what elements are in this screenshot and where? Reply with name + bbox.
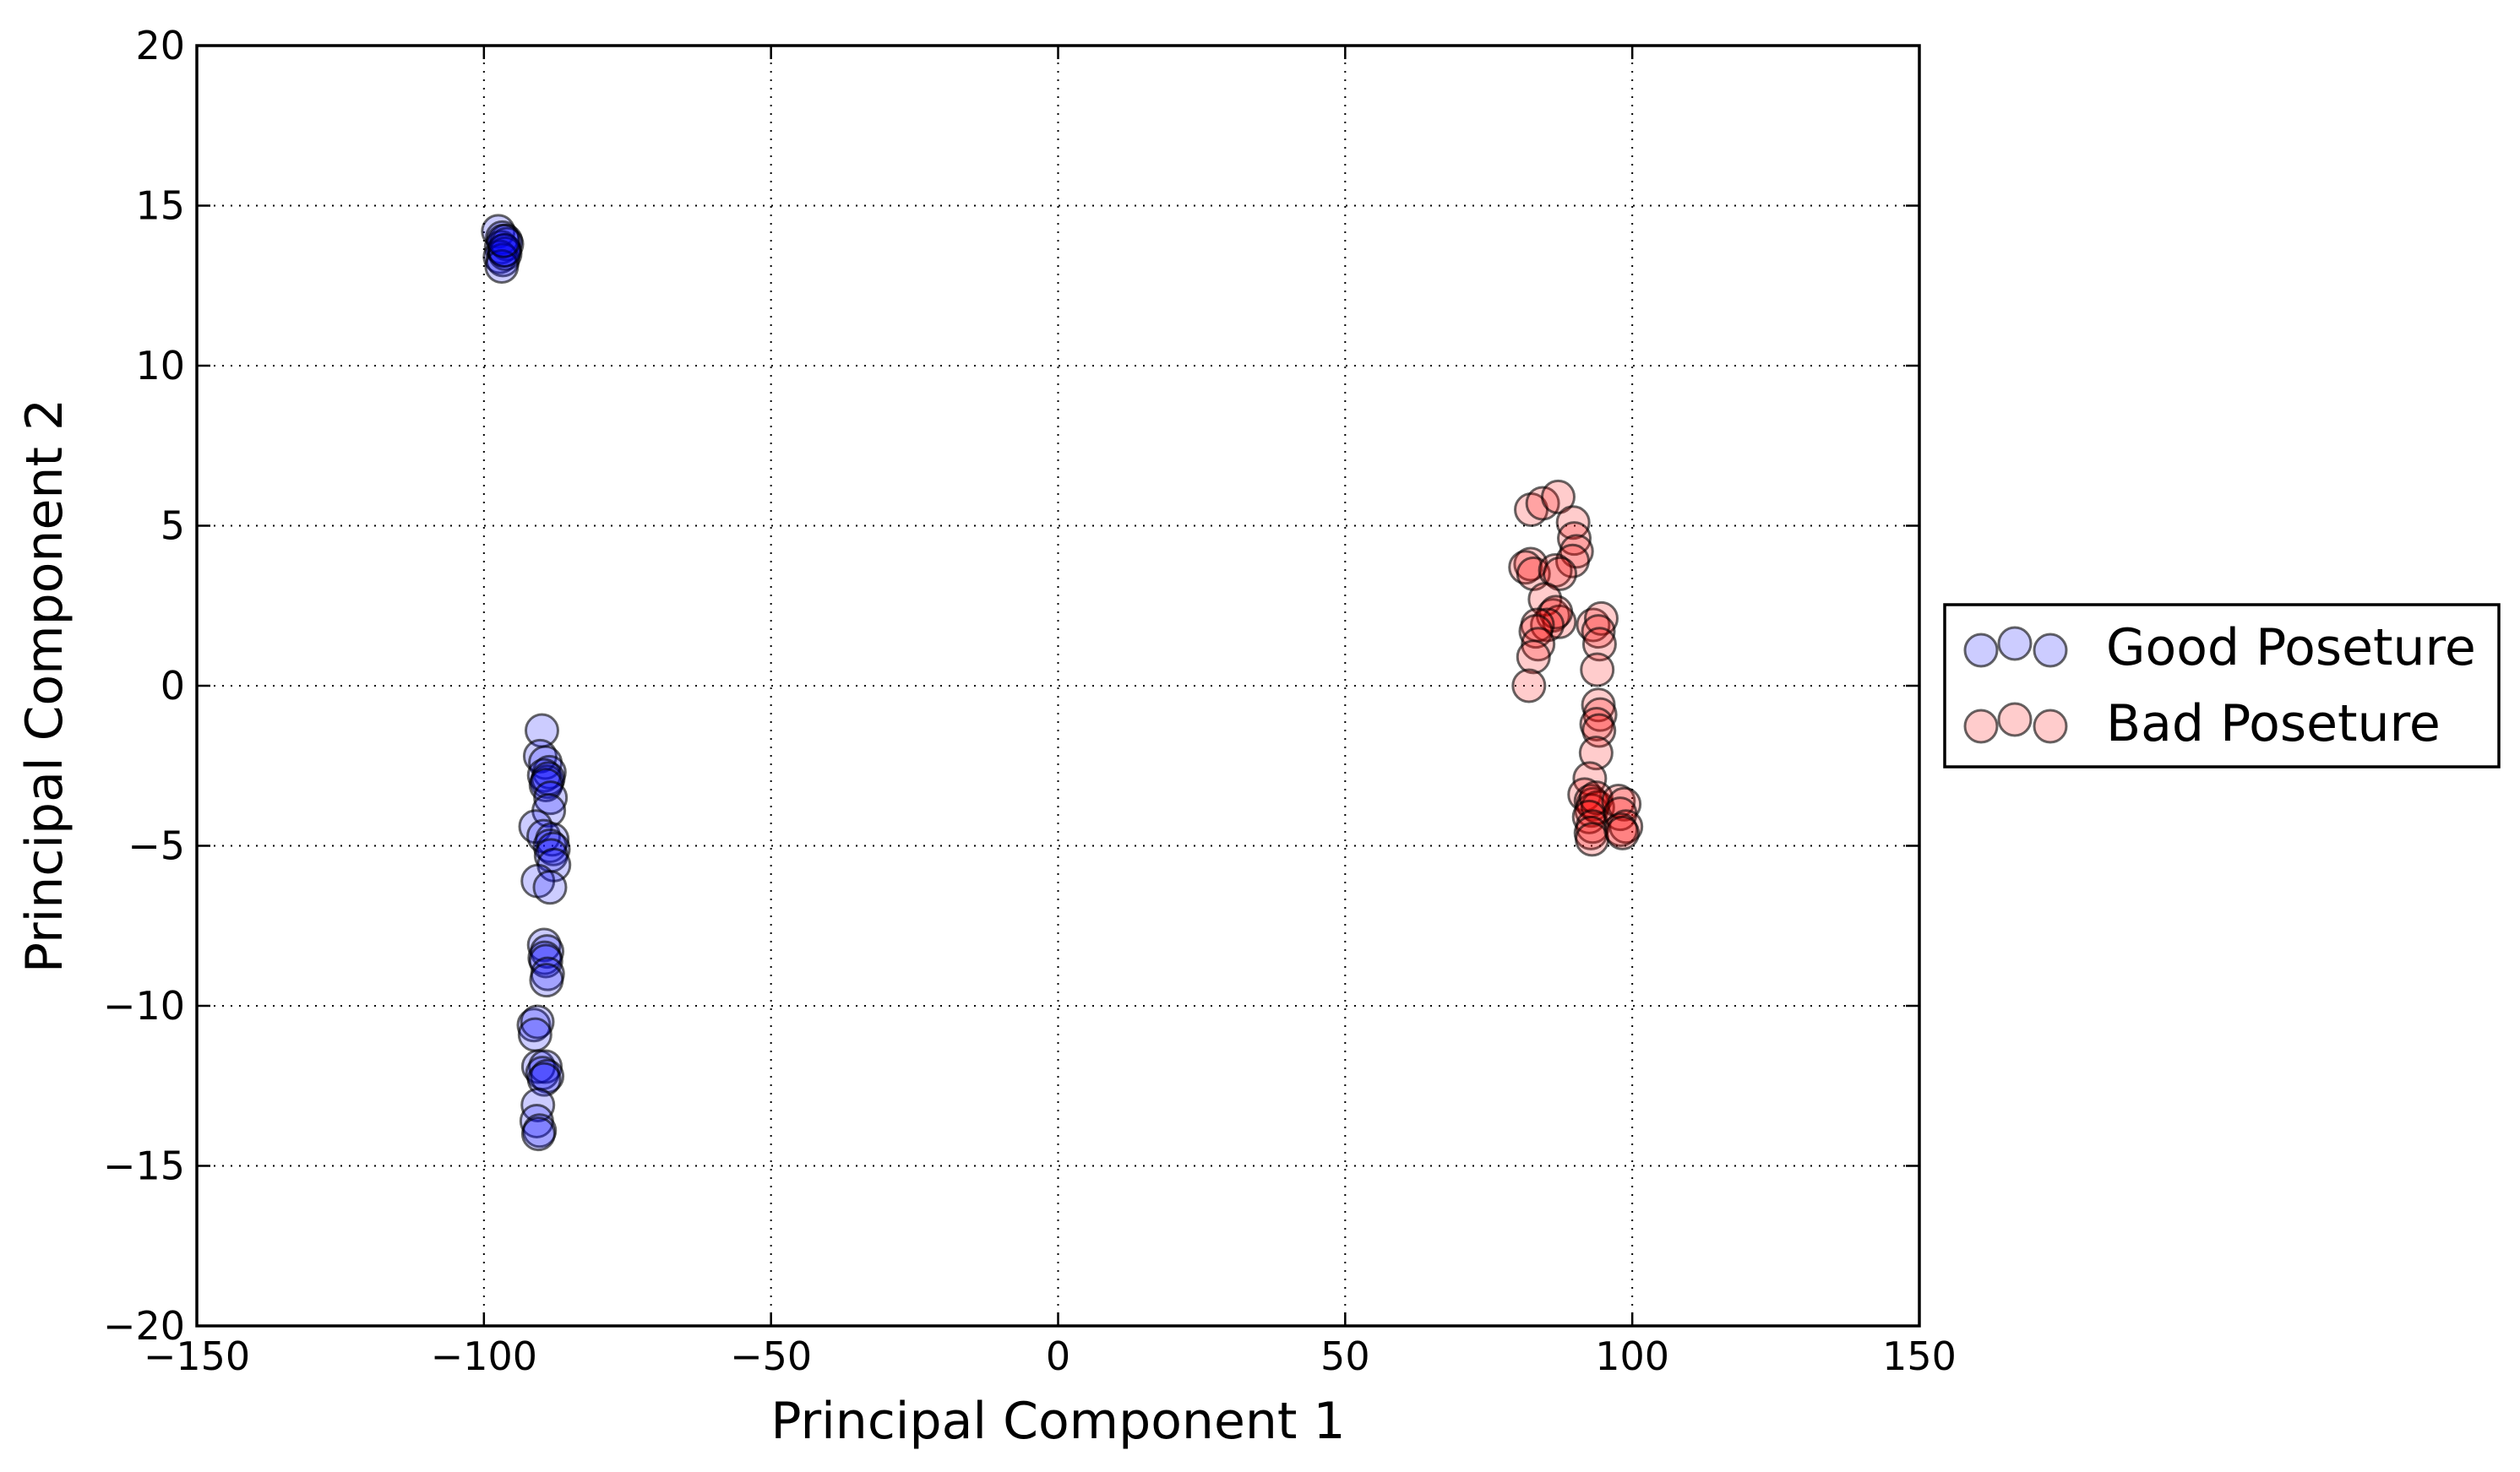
axis-ticks bbox=[195, 44, 1921, 1328]
data-point bbox=[529, 963, 564, 998]
y-tick-label: −10 bbox=[103, 983, 185, 1029]
legend-marker-dot bbox=[1997, 626, 2033, 661]
legend-marker-dot bbox=[2033, 709, 2068, 744]
legend: Good Poseture Bad Poseture bbox=[1943, 603, 2501, 769]
data-point bbox=[517, 1017, 552, 1052]
data-point bbox=[1578, 736, 1614, 771]
y-axis-label: Principal Component 2 bbox=[15, 399, 74, 973]
y-tick-label: 5 bbox=[161, 503, 185, 549]
x-tick-labels: −150 −100 −50 0 50 100 150 bbox=[144, 1333, 1957, 1379]
plot-area bbox=[197, 46, 1919, 1326]
x-tick-label: 0 bbox=[1046, 1333, 1070, 1379]
legend-marker-dot bbox=[2033, 633, 2068, 668]
data-point bbox=[487, 233, 522, 269]
x-tick-label: −150 bbox=[144, 1333, 250, 1379]
y-tick-label: 15 bbox=[135, 183, 185, 229]
y-tick-label: −5 bbox=[128, 823, 185, 869]
x-tick-label: −50 bbox=[730, 1333, 812, 1379]
data-point bbox=[520, 1004, 555, 1040]
data-point bbox=[526, 1062, 562, 1097]
data-point bbox=[1581, 627, 1617, 662]
data-point bbox=[1554, 543, 1590, 578]
data-point bbox=[486, 223, 521, 258]
data-point bbox=[1540, 479, 1576, 514]
y-tick-label: −15 bbox=[103, 1143, 185, 1189]
x-tick-label: 150 bbox=[1882, 1333, 1957, 1379]
data-points bbox=[481, 214, 1644, 1152]
legend-marker-good-poseture bbox=[1963, 626, 2068, 668]
legend-box bbox=[1943, 603, 2501, 769]
data-point bbox=[1583, 600, 1619, 636]
legend-entry-good-poseture: Good Poseture bbox=[1963, 618, 2476, 677]
y-tick-label: −20 bbox=[103, 1303, 185, 1349]
legend-marker-bad-poseture bbox=[1963, 702, 2068, 744]
legend-marker-dot bbox=[1963, 633, 1999, 668]
data-point bbox=[520, 1116, 556, 1152]
data-point bbox=[1543, 556, 1578, 591]
y-tick-label: 10 bbox=[135, 343, 185, 388]
y-tick-labels: −20 −15 −10 −5 0 5 10 15 20 bbox=[103, 23, 185, 1349]
x-tick-label: −100 bbox=[431, 1333, 537, 1379]
data-point bbox=[1581, 614, 1616, 649]
data-point bbox=[532, 870, 568, 905]
legend-label-bad-poseture: Bad Poseture bbox=[2106, 694, 2441, 753]
data-point bbox=[528, 943, 563, 979]
x-axis-label: Principal Component 1 bbox=[770, 1392, 1345, 1451]
x-tick-label: 50 bbox=[1320, 1333, 1370, 1379]
data-point bbox=[533, 780, 569, 816]
data-point bbox=[1518, 614, 1554, 649]
data-point bbox=[1511, 668, 1547, 703]
legend-marker-dot bbox=[1963, 709, 1999, 744]
x-tick-label: 100 bbox=[1595, 1333, 1669, 1379]
series-1 bbox=[1508, 479, 1644, 857]
data-point bbox=[1580, 652, 1615, 687]
legend-marker-dot bbox=[1997, 702, 2033, 737]
y-tick-label: 0 bbox=[161, 663, 185, 709]
legend-entry-bad-poseture: Bad Poseture bbox=[1963, 694, 2441, 753]
series-0 bbox=[481, 214, 572, 1152]
data-point bbox=[1575, 822, 1610, 857]
y-tick-label: 20 bbox=[135, 23, 185, 68]
data-point bbox=[1516, 639, 1551, 675]
legend-label-good-poseture: Good Poseture bbox=[2106, 618, 2476, 677]
data-point bbox=[1605, 815, 1641, 850]
